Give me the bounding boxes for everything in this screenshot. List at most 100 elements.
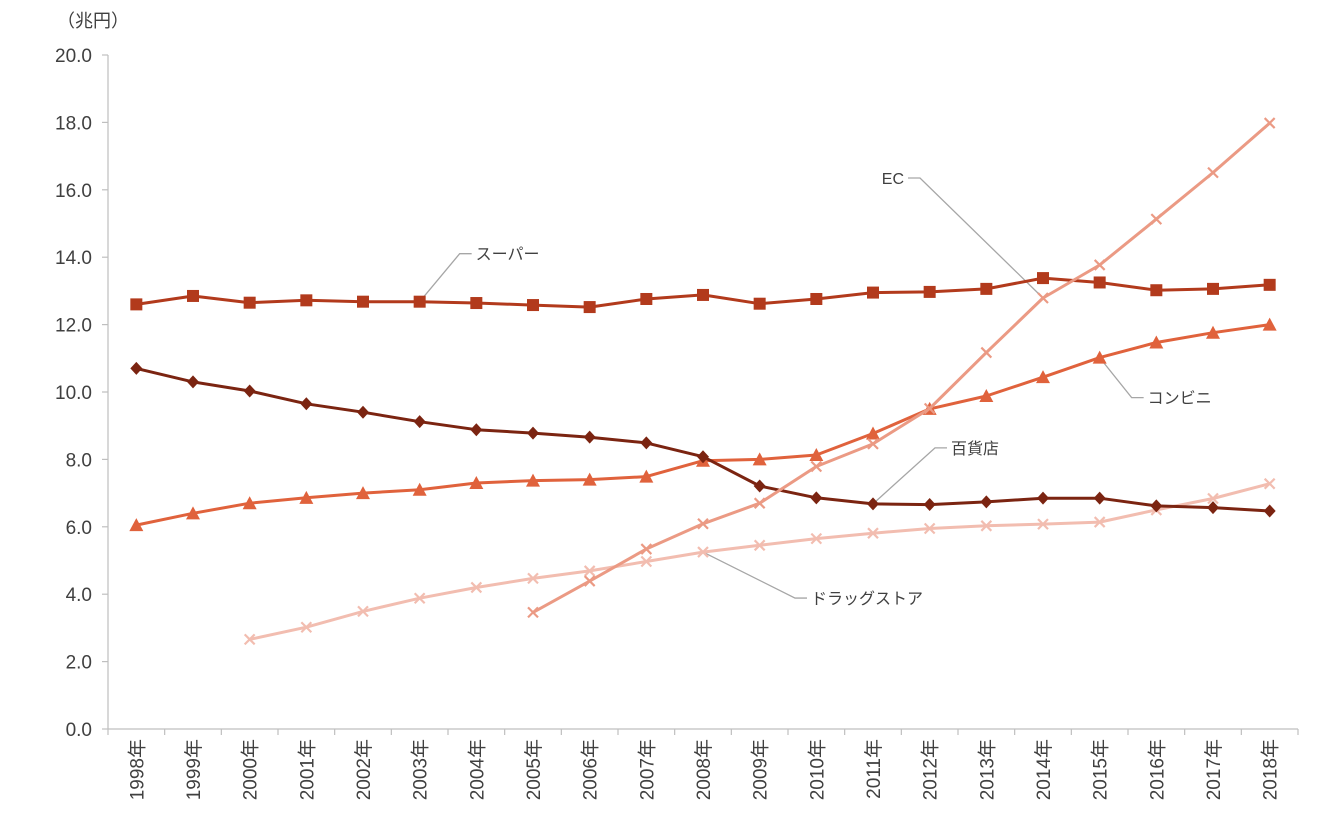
data-point-x	[1263, 477, 1276, 490]
data-point-square	[697, 288, 709, 301]
data-point-triangle	[1036, 370, 1050, 384]
y-tick-label: 14.0	[55, 248, 92, 269]
data-point-x	[810, 460, 823, 473]
x-tick-label: 2016年	[1146, 739, 1168, 800]
series-0	[130, 272, 1276, 314]
data-point-x	[867, 438, 879, 450]
data-point-diamond	[640, 436, 653, 450]
data-point-x	[753, 497, 766, 509]
data-point-square	[470, 297, 483, 310]
x-tick-label: 2003年	[410, 739, 432, 800]
y-tick-label: 20.0	[55, 46, 92, 67]
x-tick-label: 1999年	[183, 739, 205, 800]
callout-label: ドラッグストア	[811, 590, 923, 608]
data-point-diamond	[413, 415, 426, 429]
x-tick-label: 2013年	[976, 739, 998, 800]
data-point-x	[583, 575, 596, 587]
series-line	[135, 366, 1270, 513]
y-tick-label: 0.0	[66, 720, 92, 741]
data-point-triangle	[469, 475, 484, 489]
y-tick-label: 2.0	[66, 653, 92, 674]
data-point-x	[640, 555, 653, 568]
data-point-triangle	[129, 518, 144, 532]
data-point-diamond	[753, 479, 766, 493]
data-point-diamond	[697, 450, 709, 464]
series-line	[249, 482, 1271, 641]
data-point-square	[130, 298, 143, 311]
series-1	[130, 361, 1276, 518]
data-point-triangle	[242, 496, 257, 510]
data-point-square	[980, 282, 993, 295]
data-point-x	[527, 606, 539, 619]
data-point-x	[243, 633, 256, 646]
data-point-square	[187, 289, 199, 302]
callout-leader-line	[1099, 357, 1144, 399]
data-point-square	[640, 292, 653, 305]
data-point-x	[527, 572, 539, 585]
data-point-square	[810, 292, 823, 305]
data-point-square	[1037, 272, 1049, 285]
data-point-triangle	[1262, 317, 1277, 331]
data-point-x	[867, 527, 879, 539]
data-point-diamond	[470, 423, 483, 437]
data-point-square	[413, 295, 426, 308]
data-point-x	[923, 402, 936, 415]
data-point-triangle	[979, 389, 994, 403]
callout-leader-line	[702, 551, 807, 599]
data-point-x	[300, 621, 313, 634]
data-point-diamond	[1263, 504, 1276, 518]
data-point-x	[697, 517, 709, 530]
data-point-diamond	[300, 397, 313, 411]
data-point-triangle	[752, 452, 767, 466]
data-point-square	[527, 299, 539, 312]
series-3	[527, 117, 1276, 619]
data-point-x	[697, 546, 709, 558]
x-tick-label: 2018年	[1260, 739, 1282, 800]
data-point-diamond	[130, 361, 143, 375]
data-point-x	[1207, 166, 1219, 179]
callout-leader-line	[419, 253, 472, 303]
y-tick-label: 4.0	[66, 585, 92, 606]
x-tick-label: 2012年	[920, 739, 942, 800]
x-tick-label: 2014年	[1033, 739, 1055, 800]
callout-label: 百貨店	[951, 440, 999, 458]
data-point-diamond	[1093, 491, 1106, 505]
data-point-triangle	[582, 472, 597, 486]
series-line	[532, 121, 1271, 614]
data-point-diamond	[1207, 501, 1219, 515]
callout-label: EC	[882, 171, 904, 188]
data-point-x	[413, 592, 426, 605]
data-point-triangle	[299, 490, 314, 504]
data-point-square	[923, 285, 936, 298]
data-point-square	[357, 295, 369, 308]
data-point-diamond	[1150, 499, 1163, 513]
data-point-diamond	[867, 497, 879, 511]
x-tick-label: 2000年	[240, 739, 262, 800]
x-tick-label: 2017年	[1203, 739, 1225, 800]
data-point-triangle	[526, 473, 540, 487]
data-point-diamond	[527, 426, 539, 440]
x-tick-label: 2015年	[1090, 739, 1112, 800]
data-point-x	[1263, 117, 1276, 129]
data-point-x	[1207, 492, 1219, 505]
data-point-diamond	[243, 384, 256, 398]
data-point-triangle	[356, 486, 370, 500]
data-point-triangle	[809, 448, 824, 462]
y-tick-label: 8.0	[66, 450, 92, 471]
x-tick-label: 2008年	[693, 739, 715, 800]
data-point-diamond	[923, 498, 936, 512]
y-tick-label: 16.0	[55, 181, 92, 202]
x-tick-label: 2010年	[806, 739, 828, 800]
x-tick-label: 2004年	[466, 739, 488, 800]
data-point-triangle	[639, 469, 654, 483]
data-point-square	[300, 294, 313, 307]
x-ticks: 1998年 1999年 2000年 2001年 2002年 2003年 2004年 2005年…	[107, 729, 1299, 800]
data-point-triangle	[186, 506, 200, 520]
data-point-triangle	[1092, 350, 1107, 364]
callout-leader-line	[908, 177, 1044, 299]
data-point-triangle	[866, 426, 880, 440]
data-point-x	[980, 346, 993, 359]
data-point-x	[923, 522, 936, 535]
data-point-x	[1093, 516, 1106, 528]
